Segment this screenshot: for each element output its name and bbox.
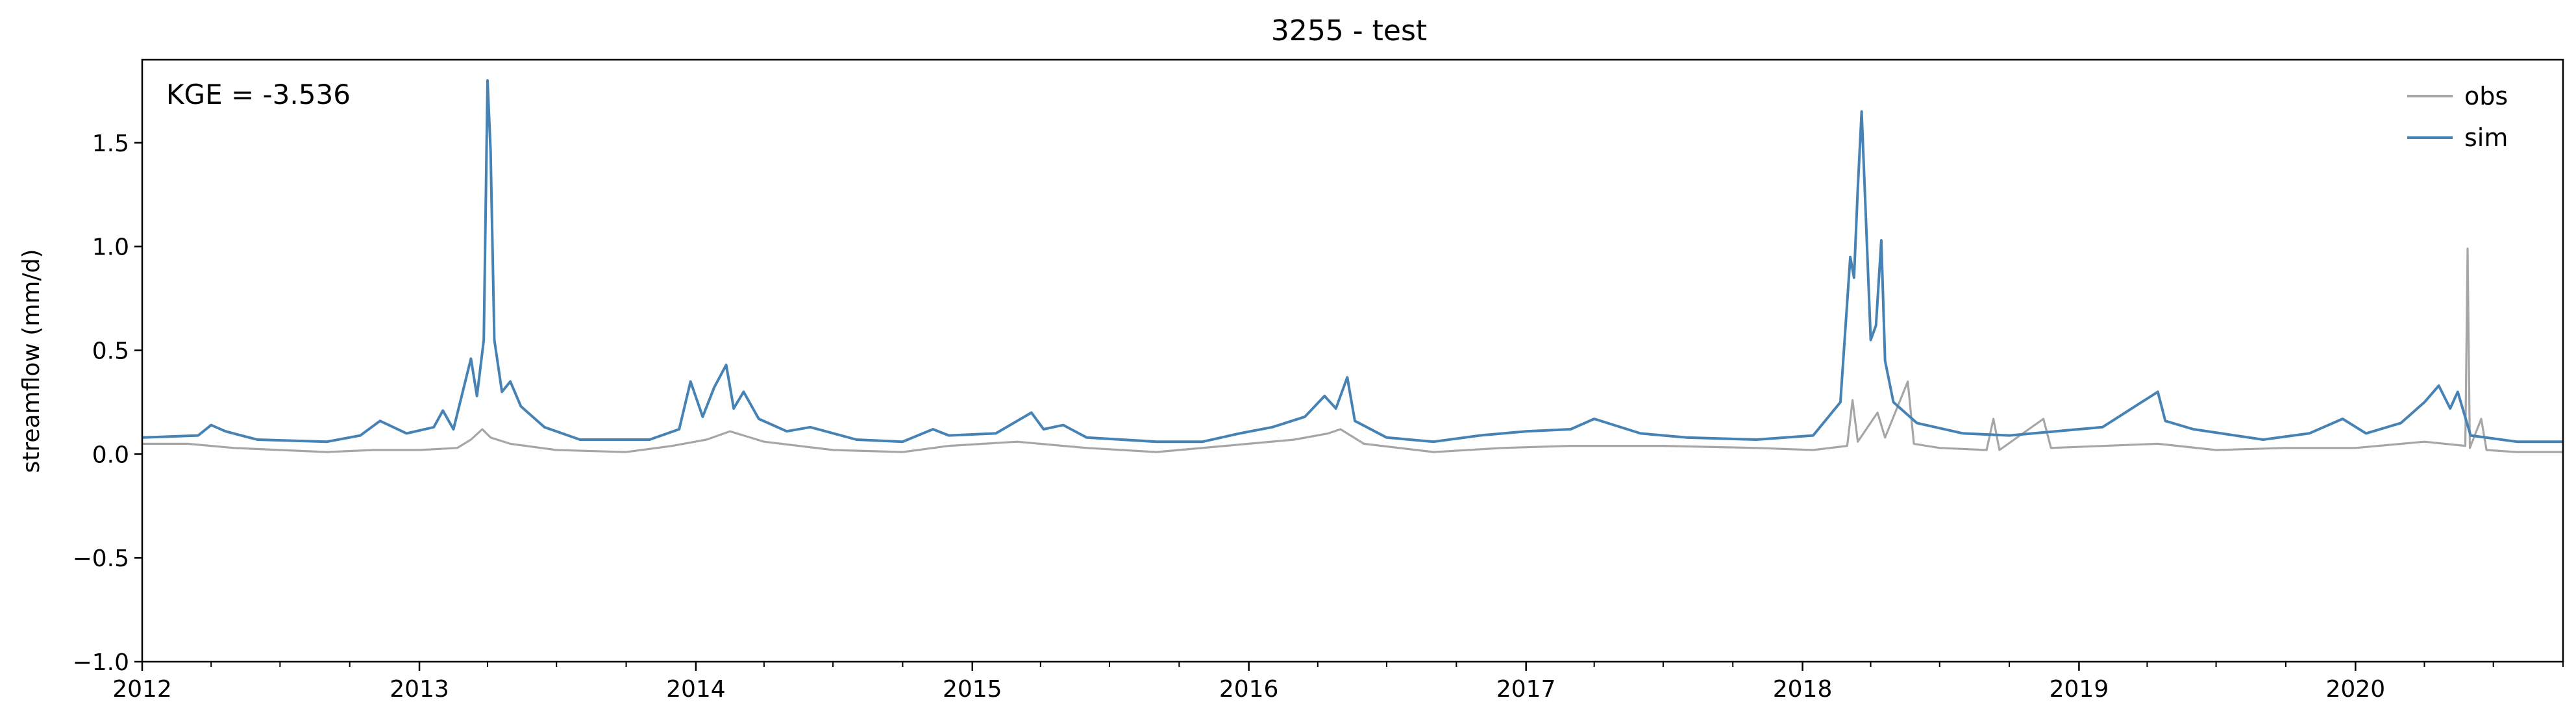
- y-axis-label: streamflow (mm/d): [18, 249, 45, 473]
- x-tick-label: 2012: [112, 676, 172, 703]
- x-tick-label: 2016: [1219, 676, 1279, 703]
- x-tick-label: 2013: [390, 676, 449, 703]
- x-tick-label: 2015: [943, 676, 1002, 703]
- x-tick-label: 2014: [666, 676, 726, 703]
- y-axis: −1.0 −0.5 0.0 0.5 1.0 1.5: [73, 131, 142, 676]
- y-tick-label: 1.0: [92, 234, 129, 261]
- y-tick-label: −0.5: [73, 545, 129, 572]
- y-tick-label: 0.0: [92, 442, 129, 468]
- plot-frame: [141, 58, 2564, 663]
- legend: obs sim: [2407, 82, 2508, 152]
- legend-label-sim: sim: [2464, 123, 2508, 152]
- series-line-obs: [142, 247, 2563, 453]
- y-tick-label: −1.0: [73, 649, 129, 676]
- x-tick-label: 2017: [1496, 676, 1556, 703]
- x-tick-label: 2018: [1773, 676, 1833, 703]
- series-layer: [142, 79, 2563, 453]
- y-tick-label: 0.5: [92, 338, 129, 365]
- y-tick-label: 1.5: [92, 131, 129, 157]
- x-axis: 2012 2013 2014 2015 2016 2017 2018 2019 2020: [112, 662, 2564, 703]
- chart-title: 3255 - test: [1271, 14, 1427, 47]
- x-tick-label: 2019: [2050, 676, 2109, 703]
- kge-annotation: KGE = -3.536: [166, 79, 351, 110]
- legend-label-obs: obs: [2464, 82, 2508, 110]
- series-line-sim: [142, 79, 2563, 444]
- x-tick-label: 2020: [2325, 676, 2385, 703]
